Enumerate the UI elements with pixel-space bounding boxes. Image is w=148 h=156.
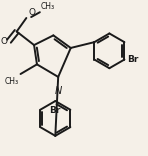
Text: Br: Br bbox=[127, 55, 139, 64]
Text: N: N bbox=[55, 86, 62, 96]
Text: Br: Br bbox=[50, 106, 61, 115]
Text: O: O bbox=[28, 8, 35, 17]
Text: CH₃: CH₃ bbox=[4, 77, 19, 86]
Text: O: O bbox=[0, 37, 7, 46]
Text: CH₃: CH₃ bbox=[41, 2, 55, 11]
